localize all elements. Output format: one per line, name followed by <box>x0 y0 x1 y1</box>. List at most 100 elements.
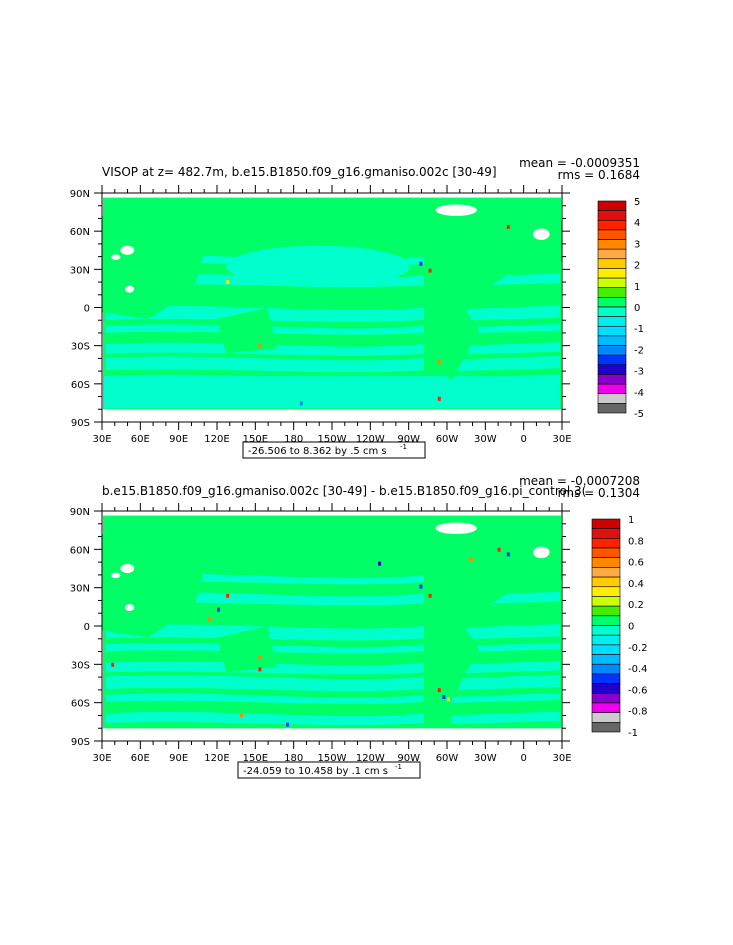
colorbar-swatch <box>591 518 621 529</box>
colorbar-swatch <box>591 644 621 655</box>
anomaly-cell <box>442 695 446 699</box>
x-tick-label: 150E <box>243 434 268 445</box>
map-title: b.e15.B1850.f09_g16.gmaniso.002c [30-49]… <box>102 484 586 498</box>
x-tick-label: 120W <box>356 753 385 764</box>
colorbar-swatch <box>591 654 621 665</box>
land-mask <box>120 245 135 255</box>
x-tick-label: 120E <box>204 753 229 764</box>
colorbar-swatch <box>591 634 621 646</box>
land-mask <box>435 522 477 534</box>
colorbar-label: 2 <box>634 261 640 272</box>
colorbar-swatch <box>591 567 621 578</box>
colorbar-swatch <box>597 229 627 240</box>
colorbar-swatch <box>597 210 627 221</box>
x-tick-label: 30E <box>552 434 571 445</box>
y-tick-label: 60N <box>70 545 90 556</box>
upper-map-panel: 30E 60E 90E 120E 150E 180 150W 120W 90W 60W 30W 0 30… <box>70 156 644 459</box>
negative-band <box>106 693 424 704</box>
x-tick-label: 30E <box>552 753 571 764</box>
colorbar-label: 0.6 <box>628 558 644 569</box>
landmass-zero-region <box>102 215 204 319</box>
negative-band <box>451 660 560 674</box>
y-tick-label: 90N <box>70 507 90 518</box>
anomaly-cell <box>447 697 450 702</box>
anomaly-cell <box>226 593 230 598</box>
colorbar-label: -2 <box>634 345 644 356</box>
unit-exponent: -1 <box>400 443 407 451</box>
anomaly-cell <box>497 547 501 552</box>
y-tick-label: 30N <box>70 584 90 595</box>
colorbar-swatch <box>597 219 627 231</box>
colorbar-swatch <box>591 557 621 568</box>
colorbar-legend: 5 4 3 2 1 0 -1 -2 -3 -4 -5 <box>597 197 644 420</box>
range-box-frame <box>237 761 421 779</box>
x-tick-label: 180 <box>284 434 303 445</box>
colorbar-label: -1 <box>634 324 644 335</box>
colorbar-swatch <box>597 297 627 308</box>
anomaly-cell <box>428 593 432 598</box>
landmass-zero-region <box>424 215 562 299</box>
colorbar-swatch <box>597 374 627 385</box>
contour-range-box: -24.059 to 10.458 by .1 cm s -1 <box>237 761 421 779</box>
land-mask <box>533 228 550 240</box>
anomaly-cell <box>111 662 115 667</box>
y-tick-label: 60S <box>71 380 90 391</box>
anomaly-cell <box>258 344 262 349</box>
anomaly-cell <box>258 655 262 660</box>
colorbar-legend: 1 0.8 0.6 0.4 0.2 0 -0.2 -0.4 -0.6 -0.8 -1 <box>591 515 648 739</box>
colorbar-label: -0.4 <box>628 664 648 675</box>
colorbar-swatch <box>591 692 621 704</box>
colorbar-swatch <box>597 364 627 375</box>
y-tick-label: 0 <box>84 622 90 633</box>
colorbar-label: -0.2 <box>628 643 648 654</box>
colorbar-label: 0.8 <box>628 536 644 547</box>
mean-stat: mean = -0.0009351 <box>519 156 640 170</box>
mean-stat: mean = -0.0007208 <box>519 474 640 488</box>
colorbar-label: 5 <box>634 197 640 208</box>
negative-band <box>451 693 560 703</box>
colorbar-swatch <box>597 200 627 211</box>
x-tick-label: 120W <box>356 434 385 445</box>
landmass-zero-region <box>102 534 204 638</box>
unit-exponent: -1 <box>395 763 402 771</box>
colorbar-swatch <box>597 306 627 317</box>
x-tick-label: 0 <box>520 434 526 445</box>
colorbar-swatch <box>591 596 621 607</box>
anomaly-cell <box>428 268 432 273</box>
land-mask <box>435 204 477 216</box>
colorbar-swatch <box>597 277 627 289</box>
x-tick-label: 180 <box>284 753 303 764</box>
land-mask <box>111 254 121 260</box>
colorbar-swatch <box>591 663 621 675</box>
colorbar-swatch <box>597 287 627 298</box>
colorbar-label: 1 <box>628 515 634 526</box>
anomaly-cell <box>286 722 289 727</box>
landmass-zero-region <box>424 534 562 617</box>
anomaly-cell <box>437 396 441 401</box>
land-mask <box>533 546 550 559</box>
anomaly-cell <box>378 561 381 566</box>
colorbar-swatch <box>597 403 627 414</box>
x-tick-label: 90E <box>169 434 188 445</box>
x-tick-label: 150W <box>318 753 347 764</box>
negative-band <box>106 356 424 373</box>
colorbar-swatch <box>591 547 621 559</box>
y-tick-label: 90N <box>70 189 90 200</box>
x-tick-label: 90E <box>169 753 188 764</box>
negative-band <box>451 355 560 372</box>
landmass-zero-region <box>217 307 277 354</box>
x-tick-label: 60E <box>131 753 150 764</box>
contour-range-label: -24.059 to 10.458 by .1 cm s <box>243 766 388 777</box>
colorbar-swatch <box>597 335 627 346</box>
negative-band <box>451 342 560 355</box>
x-tick-label: 90W <box>397 753 420 764</box>
colorbar-swatch <box>597 354 627 366</box>
colorbar-label: -4 <box>634 388 644 399</box>
negative-band <box>451 711 560 725</box>
colorbar-label: 0.4 <box>628 579 644 590</box>
land-mask <box>120 563 135 574</box>
anomaly-cell <box>226 280 230 285</box>
colorbar-swatch <box>591 586 621 597</box>
y-tick-label: 90S <box>71 737 90 748</box>
colorbar-label: 1 <box>634 282 640 293</box>
